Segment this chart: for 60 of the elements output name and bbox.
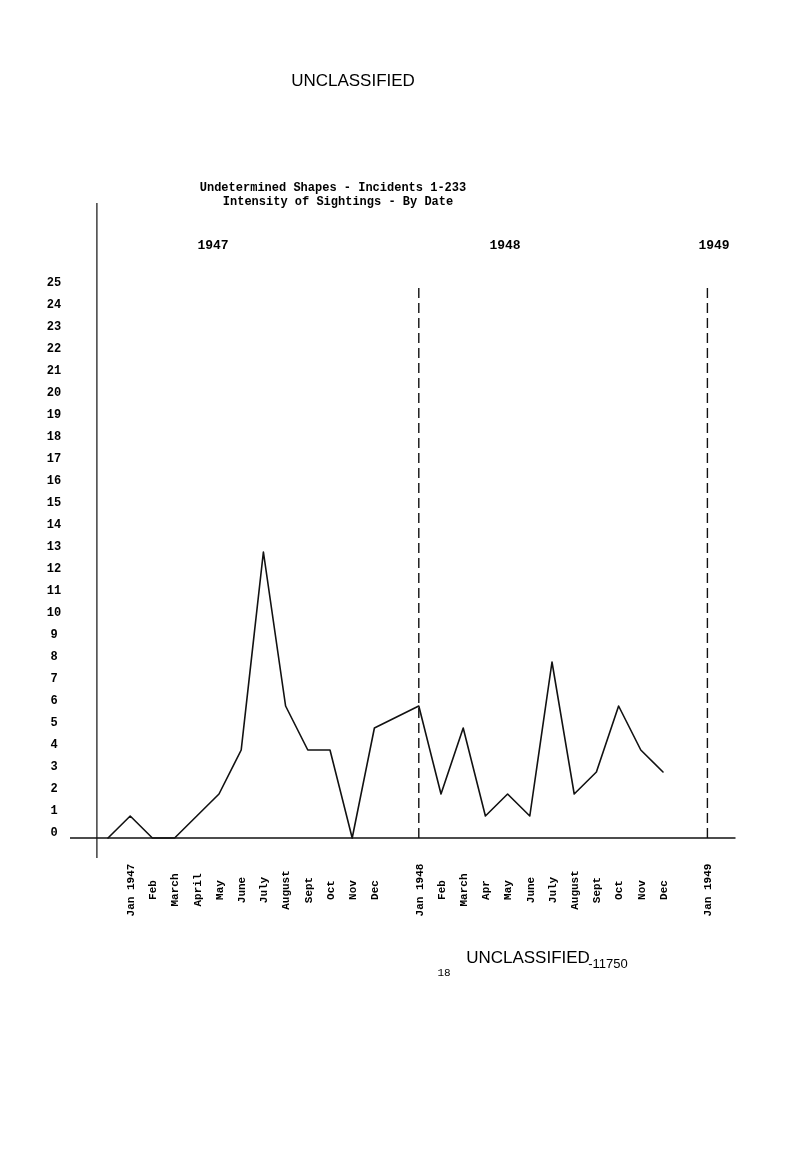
x-tick-label: August [280,870,293,910]
text: 1947 [197,238,229,253]
y-tick-label: 19 [46,408,62,423]
y-tick-label: 10 [46,606,62,621]
y-tick-label: 15 [46,496,62,511]
y-tick-label: 6 [50,694,58,709]
text: 1949 [698,238,730,253]
text: -11750 [588,956,628,971]
text: UNCLASSIFIED [291,71,415,90]
x-tick-label: July [258,876,271,904]
y-tick-label: 13 [46,540,62,555]
y-tick-label: 17 [46,452,62,467]
x-tick-label: March [169,873,182,907]
y-tick-label: 21 [46,364,62,379]
y-tick-label: 16 [46,474,62,489]
y-tick-label: 5 [50,716,58,731]
y-tick-label: 25 [46,276,62,291]
text: 1948 [489,238,521,253]
chart-title: Undetermined Shapes - Incidents 1-233 [199,181,467,195]
y-tick-label: 22 [46,342,62,357]
x-tick-label: April [191,873,204,907]
x-tick-label: Feb [435,879,448,900]
x-tick-label: Sept [302,876,315,904]
x-tick-label: Jan 1947 [125,863,138,917]
y-tick-label: 3 [50,760,58,775]
x-tick-label: Feb [147,879,160,900]
x-tick-label: June [236,876,249,904]
y-tick-label: 18 [46,430,62,445]
x-tick-label: Sept [591,876,604,904]
x-tick-label: Nov [347,879,360,900]
y-tick-label: 1 [50,804,58,819]
text: 18 [437,967,451,979]
y-tick-label: 24 [46,298,62,313]
y-tick-label: 7 [50,672,58,687]
x-tick-label: June [524,876,537,904]
x-tick-label: Dec [369,880,382,900]
x-tick-label: July [546,876,559,904]
y-tick-label: 8 [50,650,58,665]
x-tick-label: Jan 1949 [702,863,715,917]
text: UNCLASSIFIED [466,948,590,967]
y-tick-label: 20 [46,386,62,401]
x-tick-label: March [458,873,471,907]
y-tick-label: 14 [46,518,62,533]
x-tick-label: Oct [324,880,337,900]
x-tick-label: Dec [657,880,670,900]
y-tick-label: 4 [50,738,58,753]
y-tick-label: 23 [46,320,62,335]
x-tick-label: August [569,870,582,910]
x-tick-label: Nov [635,879,648,900]
x-tick-label: May [213,879,226,900]
y-tick-label: 0 [50,826,58,841]
x-tick-label: May [502,879,515,900]
x-tick-label: Apr [480,880,493,900]
y-tick-label: 11 [46,584,62,599]
y-tick-label: 9 [50,628,58,643]
x-tick-label: Jan 1948 [413,863,426,917]
y-tick-label: 2 [50,782,58,797]
chart-subtitle: Intensity of Sightings - By Date [222,195,454,209]
x-tick-label: Oct [613,880,626,900]
y-tick-label: 12 [46,562,62,577]
